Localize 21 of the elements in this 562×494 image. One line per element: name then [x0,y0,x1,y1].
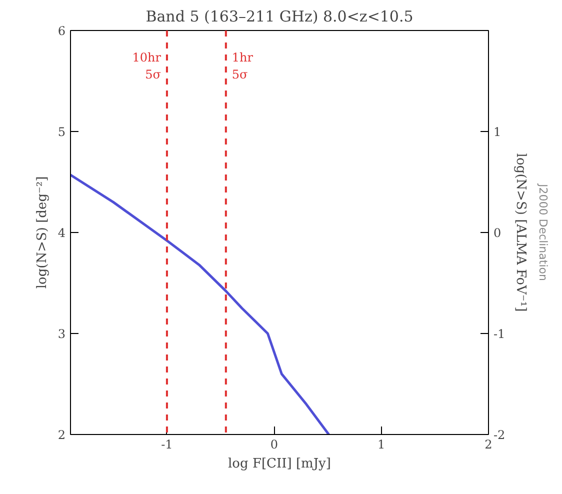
x-tick-label: 2 [484,438,492,452]
text: J2000 Declination [536,183,550,281]
x-tick-label: -1 [161,438,173,452]
y2-tick-label: 0 [494,226,502,240]
y-tick-label: 4 [58,226,66,240]
x-tick-label: 0 [270,438,278,452]
y2-tick-label: 1 [494,125,502,139]
line-series [70,174,330,434]
y2-tick-label: -1 [494,327,506,341]
x-tick-label: 1 [378,438,386,452]
ref-line-label: 10hr 5σ [132,50,162,82]
y-axis-title: log(N>S) [deg⁻²] [34,176,50,289]
y-tick-label: 3 [58,327,66,341]
y-tick-label: 2 [58,428,66,442]
y-tick-label: 6 [58,24,66,38]
chart-title: Band 5 (163–211 GHz) 8.0<z<10.5 [146,8,414,26]
ref-line-label: 1hr 5σ [232,50,254,82]
y-tick-label: 5 [58,125,66,139]
y2-tick-label: -2 [494,428,506,442]
y2-axis-title: log(N>S) [ALMA FoV⁻¹] [513,153,528,312]
x-axis-title: log F[CII] [mJy] [228,456,331,472]
